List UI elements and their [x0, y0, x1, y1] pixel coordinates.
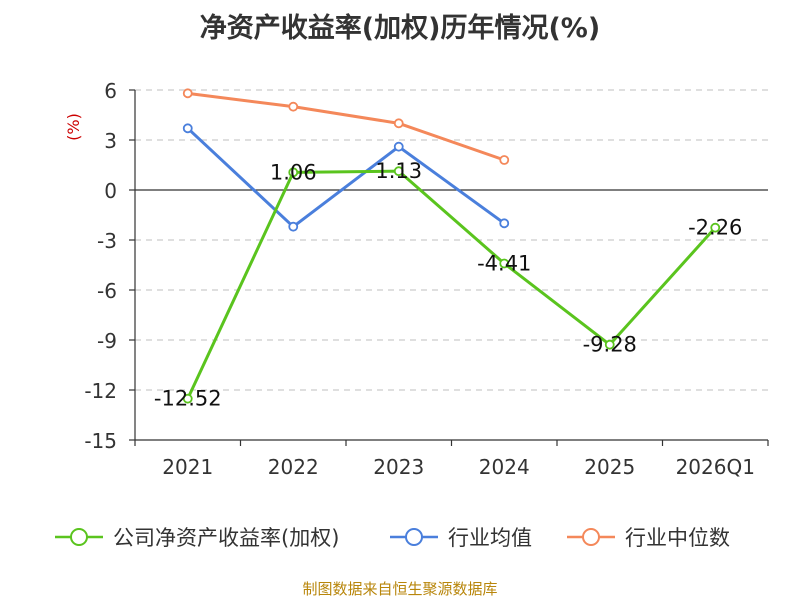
data-point	[393, 141, 404, 152]
x-tick-label: 2024	[479, 455, 530, 479]
y-axis-label: (%)	[64, 113, 83, 141]
data-point	[182, 393, 193, 404]
data-point	[499, 155, 510, 165]
y-tick-label: 6	[104, 79, 117, 103]
source-note: 制图数据来自恒生聚源数据库	[302, 580, 498, 598]
data-point	[182, 123, 193, 134]
legend-label: 行业中位数	[625, 526, 730, 550]
series-line	[186, 169, 717, 400]
series-line	[187, 91, 505, 162]
legend-label: 行业均值	[448, 526, 532, 550]
x-tick-label: 2021	[162, 455, 213, 479]
series-line	[186, 127, 506, 229]
data-point	[393, 166, 404, 177]
data-label: -2.26	[688, 216, 742, 240]
y-tick-label: -6	[97, 279, 117, 303]
y-tick-label: -3	[97, 229, 117, 253]
legend-marker	[582, 528, 600, 546]
x-tick-label: 2025	[584, 455, 635, 479]
x-tick-label: 2026Q1	[676, 455, 755, 479]
data-point	[710, 222, 721, 233]
data-label: -4.41	[477, 252, 531, 276]
data-point	[288, 167, 299, 178]
data-label: 1.06	[270, 160, 317, 184]
data-point	[499, 218, 510, 229]
y-tick-label: -9	[97, 329, 117, 353]
y-tick-label: 3	[104, 129, 117, 153]
x-tick-label: 2023	[373, 455, 424, 479]
legend-marker	[405, 528, 423, 546]
data-point	[604, 339, 615, 350]
y-tick-label: 0	[104, 179, 117, 203]
data-point	[182, 88, 193, 99]
legend-marker	[70, 528, 88, 546]
data-point	[288, 221, 299, 232]
x-tick-label: 2022	[268, 455, 319, 479]
data-label: 1.13	[375, 159, 422, 183]
data-point	[288, 101, 299, 112]
y-tick-label: -15	[84, 429, 117, 453]
data-point	[393, 118, 404, 129]
data-label: -12.52	[154, 387, 222, 411]
data-point	[499, 258, 510, 269]
chart-title: 净资产收益率(加权)历年情况(%)	[199, 13, 601, 44]
data-label: -9.28	[583, 333, 637, 357]
legend-label: 公司净资产收益率(加权)	[113, 526, 339, 550]
y-tick-label: -12	[84, 379, 117, 403]
